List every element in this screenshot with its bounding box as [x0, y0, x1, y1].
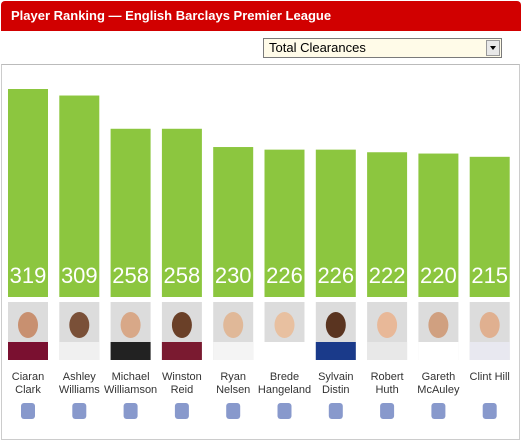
value-label: 220 — [420, 263, 457, 288]
bar — [264, 149, 305, 297]
player-face — [18, 312, 38, 338]
player-face — [428, 312, 449, 338]
club-badge — [380, 403, 395, 419]
chart-panel — [1, 64, 520, 440]
bar — [161, 128, 202, 297]
player-name: Ryan Nelsen — [216, 371, 251, 396]
value-label: 230 — [215, 263, 252, 288]
player-shirt — [161, 342, 202, 360]
player-shirt — [8, 342, 48, 360]
value-label: 309 — [61, 263, 98, 288]
player-face — [479, 312, 500, 338]
club-badge — [174, 403, 189, 419]
club-badge — [21, 403, 35, 419]
player-name: Sylvain Distin — [318, 371, 354, 396]
bar — [418, 153, 459, 297]
player-name: Michael Williamson — [104, 371, 158, 396]
player-face — [223, 312, 244, 338]
player-shirt — [110, 342, 151, 360]
player-name: Clint Hill — [469, 371, 510, 383]
player-name: Brede Hangeland — [257, 371, 312, 396]
player-shirt — [213, 342, 254, 360]
bar — [59, 95, 100, 297]
value-label: 215 — [471, 263, 508, 288]
player-name: Robert Huth — [370, 371, 404, 396]
player-shirt — [418, 342, 459, 360]
metric-dropdown[interactable]: Total Clearances — [263, 38, 502, 58]
player-face — [120, 312, 141, 338]
player-face — [274, 312, 295, 338]
player-face — [69, 312, 90, 338]
club-badge — [123, 403, 138, 419]
bar — [213, 147, 254, 297]
player-shirt — [469, 342, 510, 360]
value-label: 258 — [164, 263, 201, 288]
bar — [315, 149, 356, 297]
player-shirt — [264, 342, 305, 360]
player-face — [171, 312, 192, 338]
dropdown-arrow[interactable] — [486, 40, 500, 56]
club-badge — [482, 403, 497, 419]
bar — [469, 156, 510, 297]
value-label: 319 — [10, 263, 47, 288]
bar — [367, 152, 408, 297]
player-name: Winston Reid — [162, 371, 202, 396]
player-face — [325, 312, 346, 338]
player-name: Ciaran Clark — [11, 371, 45, 396]
club-badge — [226, 403, 241, 419]
bar — [8, 89, 48, 297]
dropdown-text: Total Clearances — [269, 40, 366, 55]
club-badge — [277, 403, 292, 419]
value-label: 222 — [369, 263, 406, 288]
club-badge — [72, 403, 87, 419]
value-label: 258 — [112, 263, 149, 288]
player-name: Gareth McAuley — [417, 371, 460, 396]
club-badge — [431, 403, 446, 419]
bar — [110, 128, 151, 297]
player-shirt — [59, 342, 100, 360]
header-title: Player Ranking — English Barclays Premie… — [1, 1, 521, 31]
player-face — [377, 312, 398, 338]
player-shirt — [315, 342, 356, 360]
player-shirt — [367, 342, 408, 360]
club-badge — [328, 403, 343, 419]
player-name: Ashley Williams — [58, 371, 100, 396]
value-label: 226 — [266, 263, 303, 288]
value-label: 226 — [317, 263, 354, 288]
